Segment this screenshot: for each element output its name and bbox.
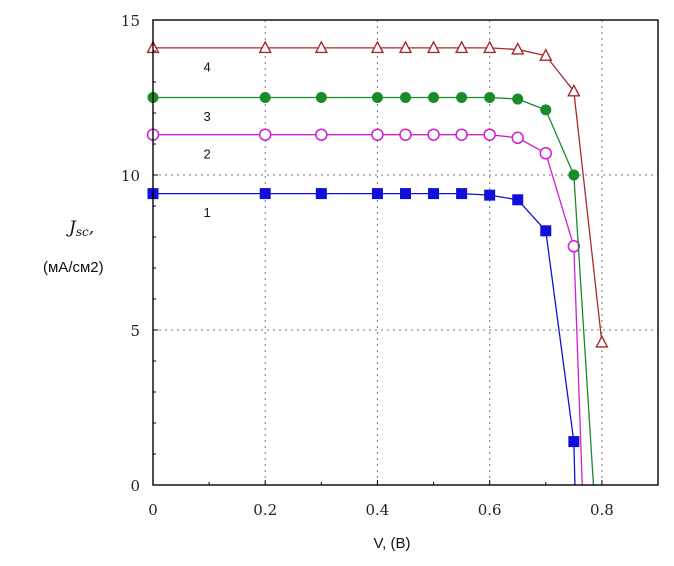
y-axis-symbol: Jsc,: [66, 218, 94, 239]
x-axis-label: V, (B): [374, 535, 411, 552]
data-point-series-4: [454, 40, 469, 54]
data-point-series-1: [484, 189, 496, 201]
data-point-series-3: [428, 92, 440, 103]
x-tick-label: 0: [148, 501, 158, 519]
x-tick-label: 0.8: [590, 501, 614, 519]
data-point-series-4: [595, 334, 609, 348]
data-point-series-3: [512, 93, 524, 105]
y-tick-label: 15: [121, 12, 140, 30]
data-point-series-4: [258, 40, 272, 54]
data-point-series-4: [511, 41, 525, 55]
data-point-series-3: [400, 92, 411, 103]
label-layer: 1 2 3 4: [204, 60, 211, 221]
series-line-4: [153, 47, 603, 343]
data-point-series-4: [314, 40, 328, 54]
x-tick-label: 0.4: [366, 501, 390, 519]
series-line-3: [153, 96, 595, 486]
data-point-series-2: [567, 240, 581, 253]
x-tick-label: 0.6: [478, 501, 502, 519]
series-label-1: 1: [204, 205, 211, 220]
y-tick-label: 5: [130, 322, 140, 340]
series-layer: [146, 40, 609, 486]
data-point-series-3: [568, 169, 580, 181]
series-1: [147, 188, 580, 486]
data-point-series-1: [315, 188, 327, 200]
series-label-2: 2: [204, 146, 211, 161]
data-point-series-3: [484, 92, 496, 103]
plot-frame: [152, 19, 659, 486]
series-label-3: 3: [204, 109, 211, 124]
data-point-series-1: [259, 188, 271, 200]
data-point-series-2: [511, 131, 524, 145]
x-tick-label: 0.2: [253, 501, 277, 519]
data-point-series-3: [371, 92, 383, 103]
series-label-4: 4: [204, 60, 211, 75]
grid-layer: [153, 20, 658, 485]
y-axis-symbol-suffix: ,: [89, 218, 94, 238]
data-point-series-3: [315, 92, 327, 103]
data-point-series-2: [539, 147, 553, 160]
data-point-series-2: [427, 128, 440, 141]
y-axis-symbol-sub: sc: [76, 225, 89, 239]
data-point-series-4: [398, 40, 413, 54]
data-point-series-4: [567, 83, 581, 97]
data-point-series-2: [483, 128, 496, 141]
data-point-series-2: [455, 128, 468, 141]
data-point-series-4: [539, 48, 553, 61]
data-point-series-2: [315, 128, 328, 141]
data-point-series-1: [512, 194, 524, 206]
y-axis-symbol-main: J: [66, 218, 77, 238]
data-point-series-4: [370, 40, 385, 54]
data-point-series-1: [428, 188, 440, 200]
data-point-series-3: [540, 104, 552, 116]
data-point-series-3: [456, 92, 468, 103]
series-line-2: [153, 134, 583, 486]
data-point-series-4: [483, 40, 497, 54]
data-point-series-1: [456, 188, 468, 200]
series-line-1: [153, 192, 576, 486]
data-point-series-2: [371, 128, 384, 141]
y-tick-label: 0: [130, 477, 140, 495]
data-point-series-3: [259, 92, 271, 103]
data-point-series-4: [426, 40, 441, 54]
data-point-series-2: [399, 128, 412, 141]
y-tick-label: 10: [121, 167, 140, 185]
tick-layer: 0 0.2 0.4 0.6 0.8 0 5 10 15: [121, 12, 659, 519]
data-point-series-1: [400, 188, 411, 200]
y-axis-units: (мА/см2): [43, 259, 104, 276]
series-3: [147, 92, 595, 486]
series-2: [146, 128, 583, 486]
data-point-series-1: [371, 188, 383, 200]
data-point-series-1: [540, 225, 552, 237]
data-point-series-1: [568, 436, 580, 448]
data-point-series-2: [258, 128, 272, 141]
